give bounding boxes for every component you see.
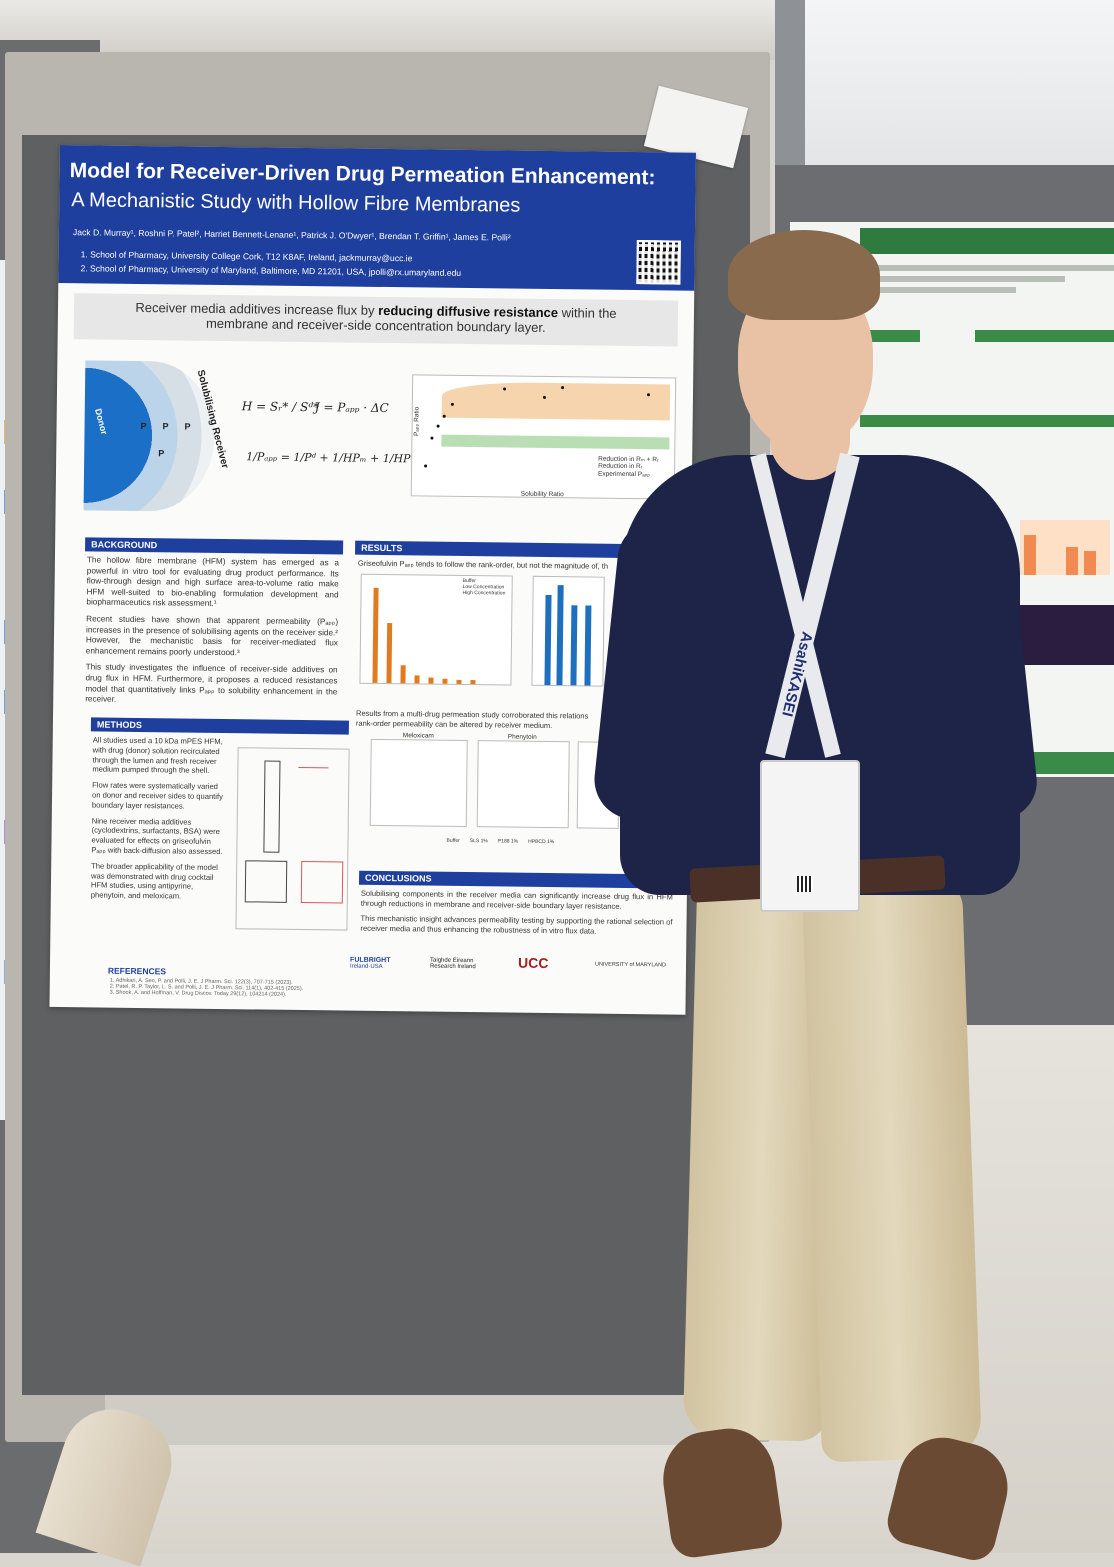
window-frame [775,0,805,175]
methods-paragraph: Nine receiver media additives (cyclodext… [91,816,223,857]
window [775,0,1114,175]
equation-resistance: 1/Pₐₚₚ = 1/Pᵈ + 1/HPₘ + 1/HPᵣ [246,450,415,466]
legend-item: HPBCD 1% [528,838,555,846]
main-poster: Model for Receiver-Driven Drug Permeatio… [49,145,696,1015]
results-legend: Buffer Low Concentration High Concentrat… [463,578,506,597]
fulbright-logo: FULBRIGHT Ireland·USA [350,957,391,970]
hfm-setup-diagram [235,747,350,931]
meloxicam-chart [369,738,468,828]
logo-text: Research Ireland [429,963,476,971]
ucc-logo: UCC [517,954,549,972]
equation-flux: J = Pₐₚₚ · ΔC [314,400,389,416]
maryland-logo: UNIVERSITY of MARYLAND [594,961,667,969]
methods-paragraph: The broader applicability of the model w… [90,861,218,901]
chart-y-label: Pₐₚₚ Ratio [413,406,421,437]
phenytoin-title: Phenytoin [507,733,537,741]
conclusions-paragraph: This mechanistic insight advances permea… [360,913,673,936]
chart-legend: Reduction in Rₘ + Rᵣ Reduction in Rᵣ Exp… [598,455,659,479]
methods-paragraph: Flow rates were systematically varied on… [91,780,223,811]
poster-board-base [105,1395,705,1445]
papp-bar-chart [531,575,605,687]
key-message: Receiver media additives increase flux b… [73,293,679,347]
legend-item: High Concentration [462,589,506,597]
membrane-diagram [83,360,216,512]
name-badge [760,760,860,912]
key-message-text: within the [557,305,617,321]
background-paragraph: This study investigates the influence of… [85,662,338,704]
right-poster-image [1015,605,1114,665]
reference-item: 3. Shook, A. and Hoffman, V. Drug Discov… [109,989,287,998]
right-poster-chart [1020,520,1110,575]
legend-item: P188 1% [497,838,519,845]
research-ireland-logo: Taighde Éireann Research Ireland [430,958,476,971]
results-line-3: rank-order permeability can be altered b… [355,718,553,731]
right-poster-title [868,260,1114,300]
methods-text: All studies used a 10 kDa mPES HFM, with… [91,735,228,908]
right-trouser-leg [801,877,983,1463]
pm-label: P [162,421,169,432]
papp-label: P [158,448,165,459]
logo-text: Ireland·USA [349,963,383,971]
chart-x-label: Solubility Ratio [520,490,564,499]
pr-label: P [184,421,191,432]
right-poster-section [860,415,1114,427]
chart-points [416,374,674,497]
references-list: 1. Adhikari, A. Seo, P. and Polli, J. E.… [110,978,304,998]
meloxicam-title: Meloxicam [402,732,434,740]
background-text: The hollow fibre membrane (HFM) system h… [85,555,339,714]
pd-label: P [140,421,147,432]
methods-header: METHODS [90,717,349,735]
conclusions-text: Solubilising components in the receiver … [360,889,673,943]
references-header: REFERENCES [107,965,167,977]
phenytoin-chart [476,740,570,829]
key-message-text: Receiver media additives increase flux b… [135,299,379,318]
qr-code-icon [636,240,681,285]
right-poster-section [860,330,920,342]
badge-qr-icon [797,876,813,892]
results-line-1: Griseofulvin Pₐₚₚ tends to follow the ra… [357,558,609,571]
background-header: BACKGROUND [85,537,344,555]
equation-h: H = Sᵣ* / Sᵈ* [241,399,320,415]
multi-drug-legend: Buffer SLS 1% P188 1% HPBCD 1% [446,838,554,845]
legend-item: SLS 1% [469,838,488,845]
right-poster-header [860,228,1114,254]
conclusions-paragraph: Solubilising components in the receiver … [360,888,673,911]
methods-paragraph: All studies used a 10 kDa mPES HFM, with… [92,735,223,776]
legend-item: Experimental Pₐₚₚ [597,470,651,479]
background-paragraph: The hollow fibre membrane (HFM) system h… [86,555,339,609]
background-paragraph: Recent studies have shown that apparent … [85,614,339,657]
right-poster-section [975,330,1114,342]
hair [728,230,880,320]
legend-item: Buffer [446,837,460,844]
